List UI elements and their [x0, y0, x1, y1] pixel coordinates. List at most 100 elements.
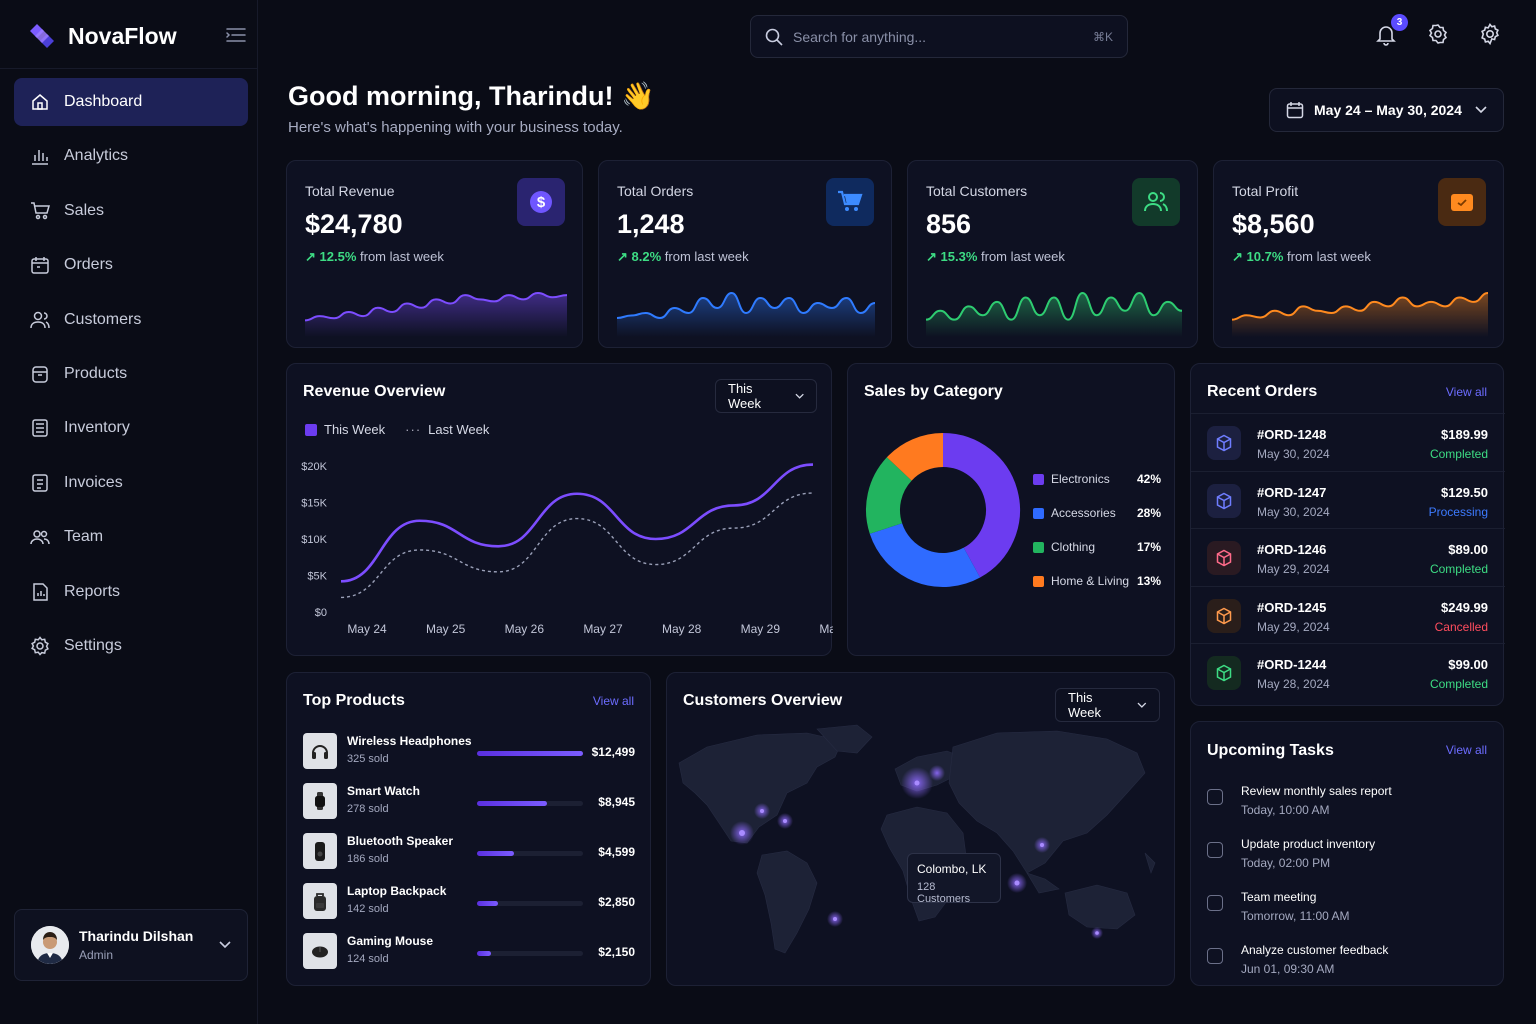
task-time: Jun 01, 09:30 AM	[1241, 962, 1335, 976]
stat-card-profit[interactable]: Total Profit $8,560 ↗ 10.7% from last we…	[1213, 160, 1504, 348]
stat-card-orders[interactable]: Total Orders 1,248 ↗ 8.2% from last week	[598, 160, 892, 348]
category-legend-item: Clothing 17%	[1033, 530, 1161, 564]
order-date: May 30, 2024	[1257, 447, 1330, 461]
period-dropdown[interactable]: This Week	[715, 379, 817, 413]
x-tick-label: May 28	[662, 622, 702, 636]
order-row[interactable]: #ORD-1248 May 30, 2024 $189.99 Completed	[1191, 413, 1505, 470]
legend-swatch	[1033, 541, 1044, 553]
sidebar-item-orders[interactable]: Orders	[14, 241, 248, 289]
revenue-overview-card: Revenue Overview This Week This Week ···…	[286, 363, 833, 656]
upcoming-tasks-card: Upcoming Tasks View all Review monthly s…	[1190, 721, 1504, 986]
sidebar-item-label: Sales	[64, 201, 105, 219]
legend-label: Last Week	[428, 422, 490, 437]
product-row[interactable]: Laptop Backpack 142 sold $2,850	[303, 881, 635, 921]
order-amount: $89.00	[1448, 542, 1488, 557]
dollar-icon: $	[517, 178, 565, 226]
product-progress-fill	[477, 801, 547, 806]
donut-slice[interactable]	[869, 522, 981, 587]
search-bar[interactable]: ⌘K	[750, 15, 1128, 58]
product-sold: 124 sold	[347, 953, 389, 965]
stat-change-suffix: from last week	[360, 249, 444, 264]
legend-item-this-week[interactable]: This Week	[305, 422, 385, 437]
task-checkbox[interactable]	[1207, 789, 1223, 805]
order-row[interactable]: #ORD-1247 May 30, 2024 $129.50 Processin…	[1191, 470, 1505, 528]
sparkline-line	[617, 291, 875, 320]
period-dropdown[interactable]: This Week	[1055, 688, 1160, 722]
task-checkbox[interactable]	[1207, 842, 1223, 858]
sidebar-item-team[interactable]: Team	[14, 513, 248, 561]
avatar	[31, 926, 69, 964]
order-row[interactable]: #ORD-1245 May 29, 2024 $249.99 Cancelled	[1191, 585, 1505, 643]
sidebar-item-reports[interactable]: Reports	[14, 568, 248, 616]
sidebar-item-dashboard[interactable]: Dashboard	[14, 78, 248, 126]
notification-button[interactable]: 3	[1374, 14, 1408, 46]
stat-value: $24,780	[305, 209, 403, 239]
sidebar-nav: Dashboard Analytics Sales Orders Custome…	[14, 78, 248, 676]
category-legend-item: Electronics 42%	[1033, 462, 1161, 496]
status-badge: Cancelled	[1434, 619, 1488, 634]
product-row[interactable]: Wireless Headphones 325 sold $12,499	[303, 731, 635, 771]
product-progress-bar	[477, 951, 583, 956]
stat-change-value: 10.7%	[1246, 249, 1284, 264]
legend-swatch	[1033, 507, 1044, 519]
legend-swatch	[305, 423, 317, 436]
donut-slice[interactable]	[866, 457, 913, 534]
task-time: Today, 10:00 AM	[1241, 803, 1330, 817]
customer-hotspots	[730, 765, 1103, 939]
sidebar-item-sales[interactable]: Sales	[14, 187, 248, 235]
period-label: This Week	[1068, 690, 1101, 720]
x-tick-label: May 24	[347, 622, 387, 636]
donut-slice[interactable]	[942, 433, 1020, 578]
legend-item-last-week[interactable]: ··· Last Week	[405, 422, 489, 437]
stat-change-suffix: from last week	[981, 249, 1065, 264]
card-title: Upcoming Tasks	[1207, 742, 1334, 759]
x-tick-label: May 27	[583, 622, 623, 636]
sidebar-item-analytics[interactable]: Analytics	[14, 132, 248, 180]
mouse-icon	[303, 933, 337, 969]
task-name: Team meeting	[1241, 890, 1317, 904]
product-row[interactable]: Bluetooth Speaker 186 sold $4,599	[303, 831, 635, 871]
order-amount: $99.00	[1448, 657, 1488, 672]
stat-change: ↗ 12.5% from last week	[305, 249, 444, 264]
sidebar-item-products[interactable]: Products	[14, 350, 248, 398]
date-range-picker[interactable]: May 24 – May 30, 2024	[1269, 88, 1504, 132]
view-all-link[interactable]: View all	[592, 694, 634, 708]
stat-card-customers[interactable]: Total Customers 856 ↗ 15.3% from last we…	[907, 160, 1198, 348]
product-row[interactable]: Gaming Mouse 124 sold $2,150	[303, 931, 635, 971]
sparkline-orders	[617, 291, 875, 337]
sidebar-item-inventory[interactable]: Inventory	[14, 404, 248, 452]
donut-slice[interactable]	[886, 433, 944, 482]
task-checkbox[interactable]	[1207, 895, 1223, 911]
card-title: Sales by Category	[864, 383, 1003, 400]
sidebar-item-invoices[interactable]: Invoices	[14, 459, 248, 507]
recent-orders-card: Recent Orders View all #ORD-1248 May 30,…	[1190, 363, 1505, 706]
task-name: Update product inventory	[1241, 837, 1376, 851]
order-row[interactable]: #ORD-1246 May 29, 2024 $89.00 Completed	[1191, 528, 1505, 585]
user-menu[interactable]: Tharindu Dilshan Admin	[14, 909, 248, 981]
category-name: Electronics	[1051, 472, 1110, 486]
stat-card-revenue[interactable]: Total Revenue $24,780 ↗ 12.5% from last …	[286, 160, 583, 348]
view-all-link[interactable]: View all	[1445, 743, 1487, 757]
sidebar-item-settings[interactable]: Settings	[14, 622, 248, 670]
menu-toggle-icon[interactable]	[226, 26, 248, 46]
settings-button[interactable]	[1478, 22, 1502, 46]
preferences-button[interactable]	[1426, 22, 1450, 46]
order-row[interactable]: #ORD-1244 May 28, 2024 $99.00 Completed	[1191, 643, 1505, 700]
view-all-link[interactable]: View all	[1445, 385, 1487, 399]
product-progress-fill	[477, 951, 491, 956]
search-input[interactable]	[793, 28, 1083, 45]
sidebar-item-customers[interactable]: Customers	[14, 296, 248, 344]
product-row[interactable]: Smart Watch 278 sold $8,945	[303, 781, 635, 821]
task-time: Tomorrow, 11:00 AM	[1241, 909, 1350, 923]
series-line-this-week	[340, 463, 814, 583]
task-checkbox[interactable]	[1207, 948, 1223, 964]
card-title: Recent Orders	[1207, 383, 1318, 400]
x-tick-label: May 26	[505, 622, 545, 636]
order-date: May 29, 2024	[1257, 619, 1330, 634]
category-legend-item: Home & Living 13%	[1033, 564, 1161, 598]
page-subtitle: Here's what's happening with your busine…	[288, 119, 623, 136]
order-date: May 30, 2024	[1257, 504, 1330, 519]
y-tick-label: $15K	[301, 498, 327, 510]
brand[interactable]: NovaFlow	[28, 20, 177, 52]
category-legend-item: Accessories 28%	[1033, 496, 1161, 530]
